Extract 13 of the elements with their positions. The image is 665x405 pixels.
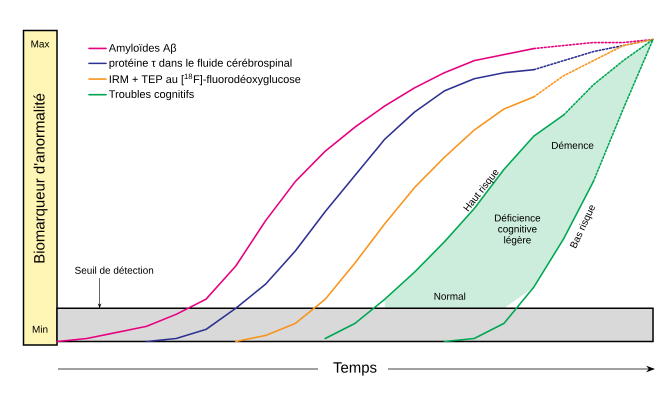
y-axis-title: Biomarqueur d'anormalité [33,94,48,263]
annotation: Bas risque [570,205,595,248]
annotation: Normal [434,292,466,300]
text: Min [32,326,48,333]
text: Max [31,40,50,48]
annotation: Démence [552,141,594,149]
legend-label: Amyloïdes Aβ [108,44,176,54]
x-axis-title: Temps [333,362,376,376]
annotation: Déficience cognitive légère [494,214,540,246]
legend-label: IRM + TEP au [$^{18}$F]-fluorodéoxyglucose [110,74,300,86]
legend-label: Troubles cognitifs [109,90,194,100]
legend-label: protéine τ dans le fluide cérébrospinal [110,58,292,69]
band-label: Seuil de détection [75,266,154,274]
